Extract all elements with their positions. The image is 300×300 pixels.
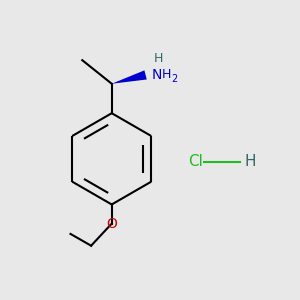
Text: O: O bbox=[106, 217, 117, 231]
Text: N: N bbox=[152, 68, 162, 82]
Polygon shape bbox=[112, 70, 147, 84]
Text: Cl: Cl bbox=[188, 154, 203, 169]
Text: 2: 2 bbox=[172, 74, 178, 84]
Text: H: H bbox=[154, 52, 164, 65]
Text: H: H bbox=[244, 154, 256, 169]
Text: H: H bbox=[162, 68, 171, 81]
